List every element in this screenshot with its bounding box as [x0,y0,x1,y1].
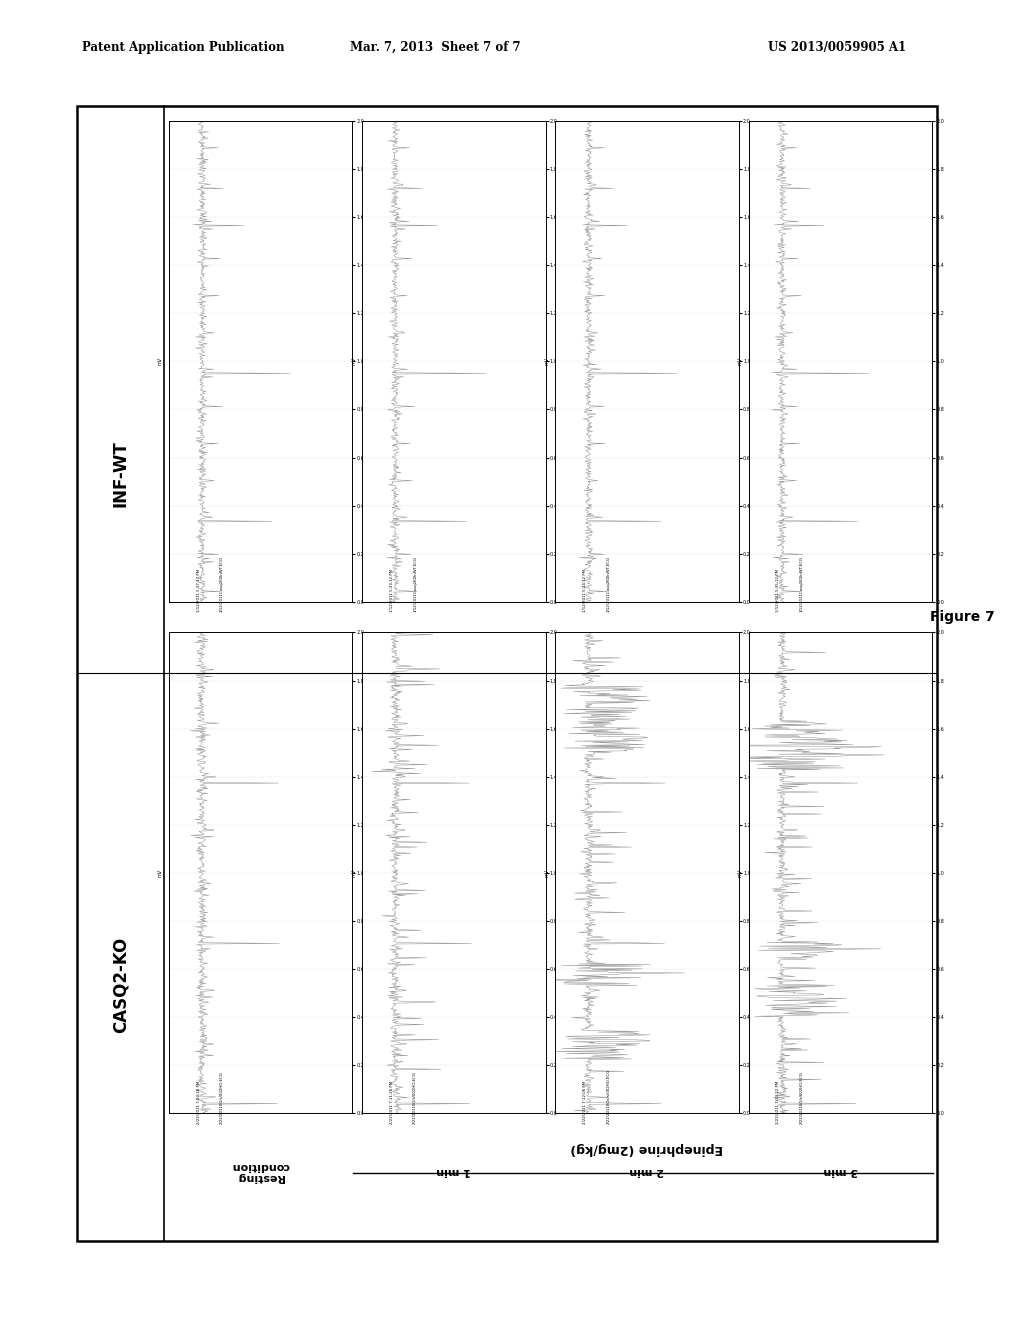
Text: mV: mV [351,869,356,876]
Text: 2/22/2011KO/s/002HO.ECG: 2/22/2011KO/s/002HO.ECG [220,1071,224,1125]
Text: 1/12/2011Casq2K0InWT.ECG: 1/12/2011Casq2K0InWT.ECG [800,556,804,612]
Text: mV: mV [158,358,163,366]
Text: mV: mV [738,869,742,876]
Text: 2/22/2011KO/s/002HO.ECG: 2/22/2011KO/s/002HO.ECG [413,1071,417,1125]
Text: 1/12/2011 5:35:12 PM: 1/12/2011 5:35:12 PM [776,569,780,612]
Text: 2/22/2011 7:13:22 PM: 2/22/2011 7:13:22 PM [776,1081,780,1125]
Text: Mar. 7, 2013  Sheet 7 of 7: Mar. 7, 2013 Sheet 7 of 7 [350,41,520,54]
Text: mV: mV [351,358,356,366]
Text: CASQ2-KO: CASQ2-KO [112,937,129,1034]
Text: Figure 7: Figure 7 [930,610,995,624]
Text: Patent Application Publication: Patent Application Publication [82,41,285,54]
Text: 2/22/2011KOa/s/002HO.ECG: 2/22/2011KOa/s/002HO.ECG [606,1069,610,1125]
Text: 3 min: 3 min [823,1167,858,1176]
Text: 2/22/2011 7:10:28 PM: 2/22/2011 7:10:28 PM [197,1081,201,1125]
Text: INF-WT: INF-WT [112,440,129,507]
Text: 2/22/2011 7:12:06 PM: 2/22/2011 7:12:06 PM [584,1081,587,1125]
Text: 1/12/2011 5:34:12 PM: 1/12/2011 5:34:12 PM [584,569,587,612]
Text: 1/12/2011Casq2K0InWT.ECG: 1/12/2011Casq2K0InWT.ECG [413,556,417,612]
Text: mV: mV [158,869,163,876]
Text: US 2013/0059905 A1: US 2013/0059905 A1 [768,41,906,54]
Text: 2/22/2011KO/s/602HO.ECG: 2/22/2011KO/s/602HO.ECG [800,1072,804,1125]
Text: 1 min: 1 min [436,1167,471,1176]
Text: 1/12/2011 5:37:43 PM: 1/12/2011 5:37:43 PM [197,569,201,612]
Text: 2 min: 2 min [630,1167,665,1176]
Text: mV: mV [738,358,742,366]
Text: 1/12/2011 5:33:12 PM: 1/12/2011 5:33:12 PM [390,569,394,612]
Text: Epinephrine (2mg/kg): Epinephrine (2mg/kg) [570,1142,723,1155]
Text: 1/12/2011Casq2K0InWT.ECG: 1/12/2011Casq2K0InWT.ECG [606,556,610,612]
Text: 1/12/2011Casq2K0InWT.ECG: 1/12/2011Casq2K0InWT.ECG [220,556,224,612]
Text: Resting
condition: Resting condition [231,1160,290,1183]
Text: mV: mV [545,358,550,366]
Text: mV: mV [545,869,550,876]
Text: 2/22/2011 7:11:26 PM: 2/22/2011 7:11:26 PM [390,1081,394,1125]
